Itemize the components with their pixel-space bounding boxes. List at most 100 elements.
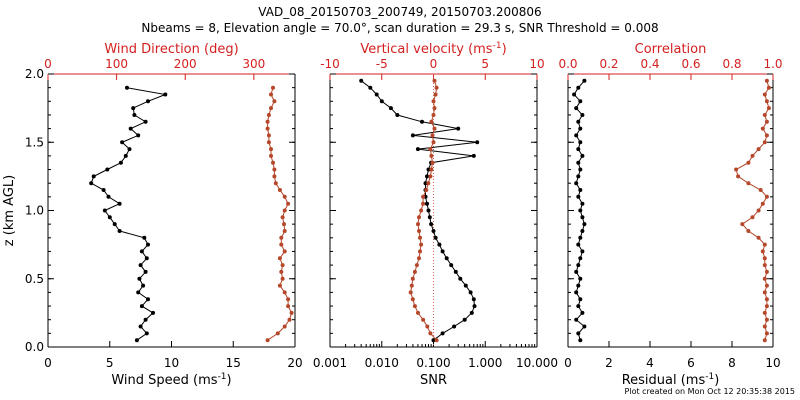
data-point (764, 269, 769, 274)
data-point (764, 304, 769, 309)
data-point (416, 222, 420, 227)
data-point (266, 140, 271, 145)
top-tick-label: 10 (529, 57, 544, 71)
data-point (764, 331, 769, 336)
data-point (762, 113, 767, 117)
x-tick-label: 0.001 (313, 356, 347, 370)
x-tick-label: 1.000 (468, 356, 502, 370)
top-tick-label: 200 (174, 57, 197, 71)
data-point (766, 85, 771, 90)
data-point (762, 242, 767, 247)
data-point (102, 208, 107, 213)
y-axis-label: z (km AGL) (2, 175, 17, 246)
data-point (756, 235, 761, 240)
data-point (417, 229, 421, 233)
data-point (576, 147, 581, 152)
data-point (431, 338, 436, 343)
data-point (576, 119, 581, 124)
data-point (125, 85, 129, 90)
data-point (280, 263, 285, 268)
data-point (91, 174, 96, 179)
data-point (414, 263, 419, 268)
top-tick-label: 0 (44, 57, 52, 71)
data-point (578, 297, 583, 302)
data-point (359, 78, 364, 83)
data-point (740, 222, 745, 227)
x-tick-label: 4 (646, 356, 654, 370)
data-point (430, 160, 435, 165)
top-tick-label: 100 (105, 57, 128, 71)
data-point (762, 310, 767, 315)
data-point (463, 283, 468, 288)
data-point (578, 338, 583, 343)
data-point (426, 167, 431, 172)
data-point (107, 215, 112, 220)
x-axis-label: SNR (420, 373, 447, 388)
data-point (427, 215, 432, 220)
data-point (580, 229, 585, 233)
data-point (764, 133, 769, 138)
data-point (430, 133, 435, 138)
data-point (580, 249, 585, 254)
x-tick-label: 0.100 (416, 356, 450, 370)
top-tick-label: -5 (376, 57, 388, 71)
data-point (576, 85, 581, 90)
data-point (433, 92, 438, 97)
data-point (432, 78, 437, 83)
data-point (428, 174, 433, 179)
data-point (368, 85, 373, 90)
x-tick-label: 10 (164, 356, 179, 370)
data-point (280, 276, 285, 281)
data-point (286, 201, 291, 206)
data-point (426, 208, 431, 213)
data-point (410, 133, 415, 138)
data-point (282, 208, 287, 213)
data-point (576, 242, 581, 247)
data-point (128, 126, 133, 131)
data-point (760, 249, 765, 254)
vertical-velocity-panel: 0.001 0.010 0.100 1.000 10.000 SNR -10 -5 0 5 10 Ve… (313, 41, 558, 388)
y-tick-label: 0.0 (25, 340, 44, 354)
data-point (578, 256, 583, 261)
data-point (762, 92, 767, 97)
data-point (764, 297, 769, 302)
data-point (146, 99, 150, 104)
data-point (462, 317, 467, 322)
x-tick-label: 0 (564, 356, 572, 370)
data-point (272, 167, 277, 172)
top-axis-label: Vertical velocity (ms-1) (360, 41, 506, 57)
data-point (580, 215, 585, 220)
data-point (762, 140, 767, 145)
data-point (434, 85, 439, 90)
data-point (421, 201, 426, 206)
x-tick-label: 20 (287, 356, 302, 370)
data-point (408, 290, 413, 295)
data-point (265, 126, 270, 131)
top-tick-label: 5 (481, 57, 489, 71)
y-tick-label: 1.0 (25, 204, 44, 218)
data-point (139, 249, 144, 254)
data-point (756, 147, 761, 152)
data-point (434, 338, 439, 343)
x-tick-label: 5 (106, 356, 114, 370)
data-point (131, 106, 136, 111)
top-axis-label: Correlation (635, 42, 707, 57)
data-point (143, 269, 148, 274)
data-point (766, 106, 771, 111)
data-point (426, 181, 431, 186)
data-point (582, 222, 587, 227)
data-point (151, 310, 155, 315)
data-point (762, 276, 767, 281)
data-point (432, 126, 437, 131)
data-point (112, 222, 117, 227)
data-point (409, 283, 414, 288)
data-point (758, 188, 763, 192)
data-point (419, 208, 424, 213)
data-point (429, 119, 434, 124)
data-point (475, 140, 480, 145)
data-point (574, 269, 579, 274)
data-point (142, 235, 147, 240)
data-point (137, 276, 142, 281)
data-point (580, 153, 585, 158)
top-tick-label: 0 (430, 57, 438, 71)
